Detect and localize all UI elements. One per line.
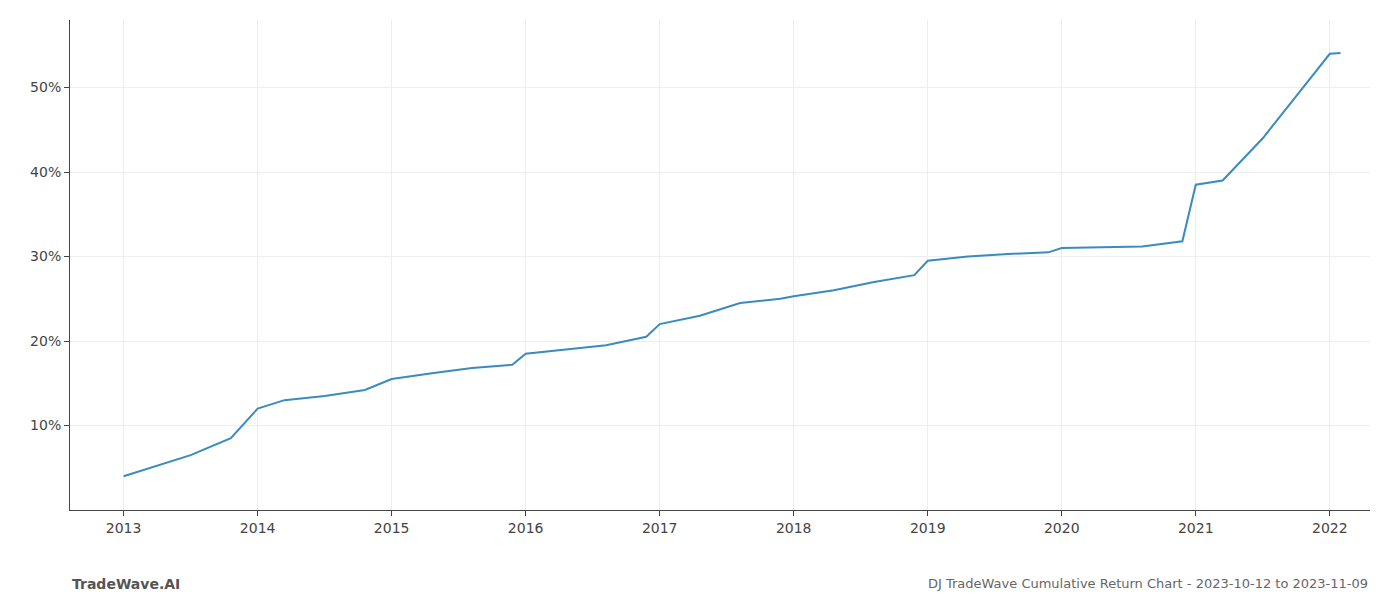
svg-text:20%: 20% [30,333,61,349]
svg-text:10%: 10% [30,417,61,433]
svg-text:2020: 2020 [1044,520,1080,536]
svg-text:2013: 2013 [106,520,142,536]
svg-text:2016: 2016 [508,520,544,536]
svg-text:2015: 2015 [374,520,410,536]
svg-text:2022: 2022 [1312,520,1348,536]
svg-text:30%: 30% [30,248,61,264]
svg-text:50%: 50% [30,79,61,95]
svg-text:DJ TradeWave Cumulative Return: DJ TradeWave Cumulative Return Chart - 2… [928,576,1368,591]
svg-text:40%: 40% [30,164,61,180]
svg-text:2018: 2018 [776,520,812,536]
svg-text:2021: 2021 [1178,520,1214,536]
svg-text:2014: 2014 [240,520,276,536]
svg-text:2019: 2019 [910,520,946,536]
svg-text:2017: 2017 [642,520,678,536]
svg-text:TradeWave.AI: TradeWave.AI [72,576,180,592]
